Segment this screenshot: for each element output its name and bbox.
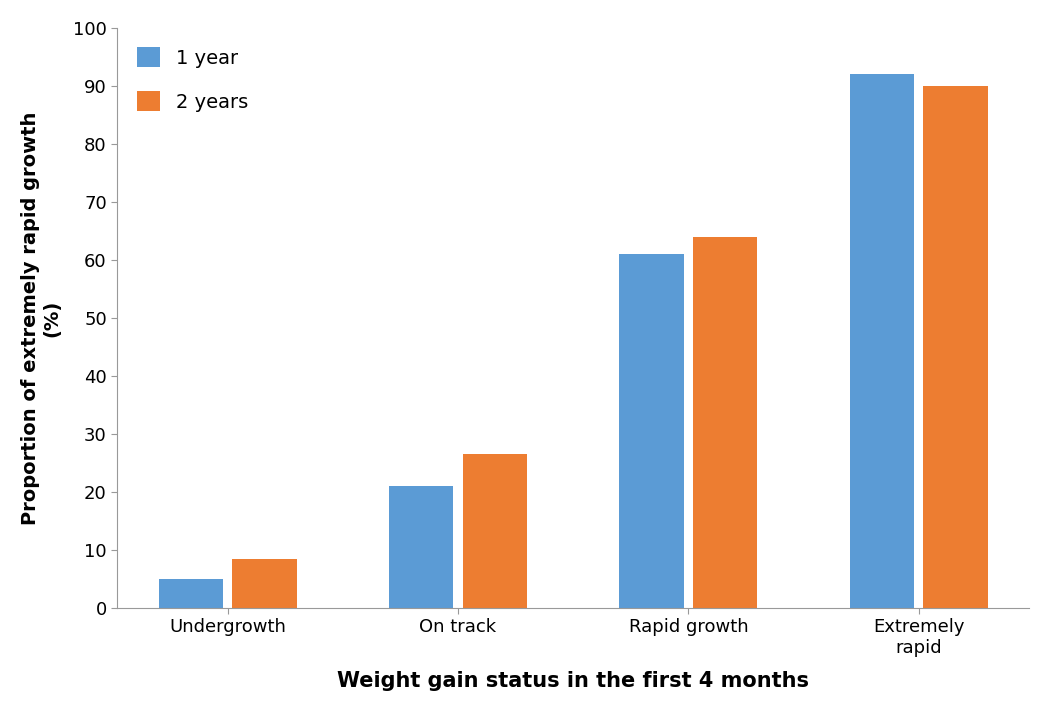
Bar [923,86,988,608]
Y-axis label: Proportion of extremely rapid growth
(%): Proportion of extremely rapid growth (%) [21,111,62,525]
Bar [159,579,224,608]
Bar [388,486,454,608]
Bar [463,454,527,608]
Bar [620,254,684,608]
Legend: 1 year, 2 years: 1 year, 2 years [127,38,257,121]
X-axis label: Weight gain status in the first 4 months: Weight gain status in the first 4 months [337,671,810,691]
Bar [693,236,757,608]
Bar [849,74,914,608]
Bar [232,559,297,608]
